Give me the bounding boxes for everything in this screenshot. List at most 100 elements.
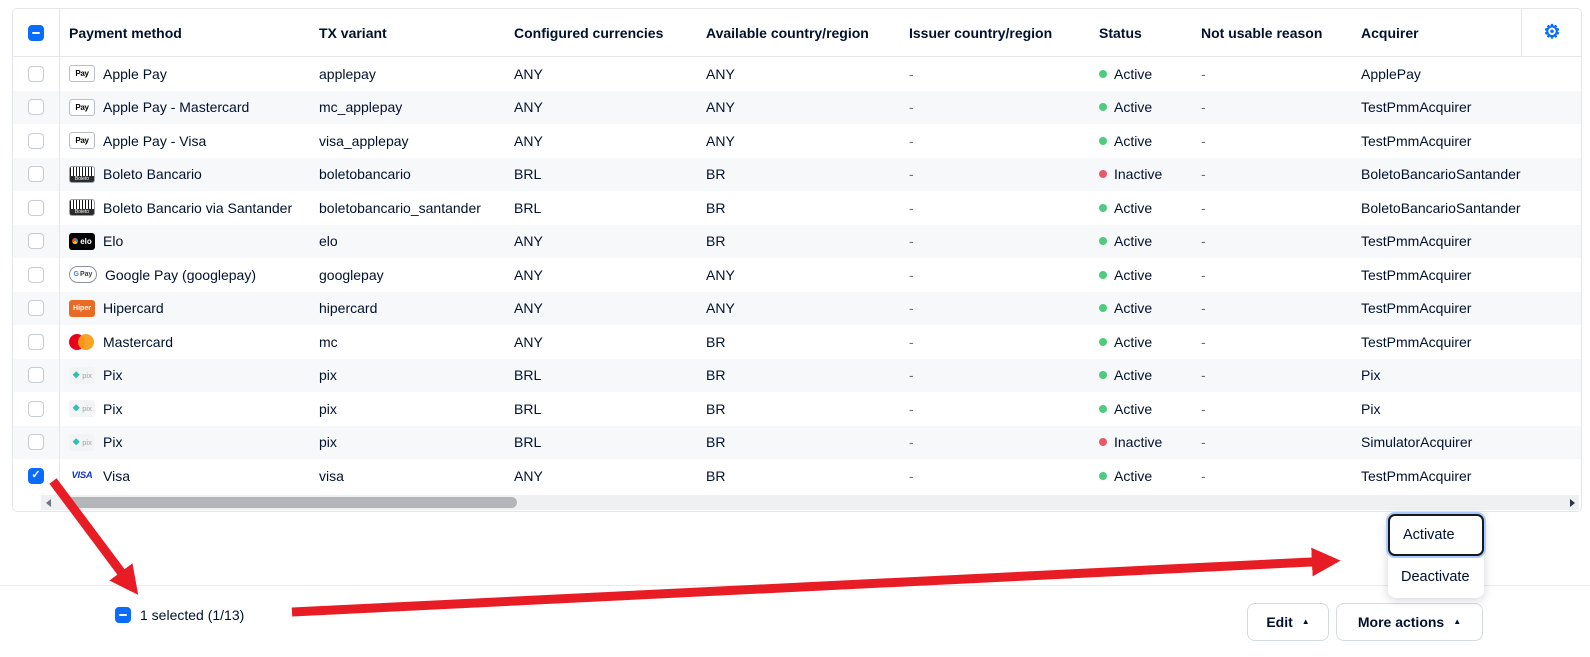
row-select-cell — [13, 359, 59, 393]
acquirer-cell: TestPmmAcquirer — [1361, 467, 1472, 484]
column-header-available_country: Available country/region — [706, 24, 869, 41]
configured-currencies-cell: ANY — [514, 467, 543, 484]
row-select-cell — [13, 225, 59, 259]
payment-method-name: Apple Pay - Mastercard — [103, 99, 250, 116]
not-usable-reason-cell: - — [1201, 266, 1206, 283]
not-usable-reason-cell: - — [1201, 233, 1206, 250]
not-usable-reason-cell: - — [1201, 367, 1206, 384]
row-checkbox[interactable] — [28, 166, 44, 183]
table-row: ❖ pix Pix pix BRL BR - Active - Pix — [13, 358, 1581, 393]
configured-currencies-cell: ANY — [514, 333, 543, 350]
scrollbar-thumb[interactable] — [67, 497, 517, 508]
menu-item-deactivate[interactable]: Deactivate — [1388, 556, 1484, 598]
row-checkbox[interactable] — [28, 199, 44, 216]
payment-method-cell: Pay Apple Pay — [59, 57, 309, 91]
issuer-country-cell: - — [909, 333, 914, 350]
acquirer-cell: TestPmmAcquirer — [1361, 132, 1472, 149]
footer-selection-checkbox[interactable] — [115, 607, 131, 623]
available-country-cell: BR — [706, 166, 726, 183]
pix-diamond-icon: ❖ — [72, 369, 81, 380]
issuer-country-cell: - — [909, 99, 914, 116]
not-usable-reason-cell: - — [1201, 132, 1206, 149]
boleto-icon: Boleto — [69, 165, 95, 183]
tx-variant-cell: applepay — [319, 65, 376, 82]
row-checkbox[interactable] — [28, 434, 44, 451]
payment-method-name: Pix — [103, 434, 123, 451]
payment-method-name: Elo — [103, 233, 124, 250]
issuer-country-cell: - — [909, 367, 914, 384]
acquirer-cell: TestPmmAcquirer — [1361, 333, 1472, 350]
not-usable-reason-cell: - — [1201, 300, 1206, 317]
payment-method-cell: Boleto Boleto Bancario — [59, 158, 309, 192]
edit-button[interactable]: Edit ▲ — [1247, 603, 1329, 641]
table-settings-gear-icon[interactable]: ⚙ — [1543, 22, 1561, 43]
acquirer-cell: TestPmmAcquirer — [1361, 233, 1472, 250]
scrollbar-left-arrow-icon[interactable] — [46, 498, 51, 507]
configured-currencies-cell: ANY — [514, 65, 543, 82]
row-checkbox[interactable] — [28, 300, 44, 317]
not-usable-reason-cell: - — [1201, 99, 1206, 116]
payment-method-name: Pix — [103, 400, 123, 417]
select-all-checkbox[interactable] — [28, 24, 44, 41]
acquirer-cell: Pix — [1361, 367, 1381, 384]
configured-currencies-cell: BRL — [514, 400, 542, 417]
row-select-cell — [13, 258, 59, 292]
chevron-up-icon: ▲ — [1453, 617, 1462, 626]
pix-icon: ❖ pix — [69, 433, 95, 451]
acquirer-cell: Pix — [1361, 400, 1381, 417]
status-dot-icon — [1099, 69, 1107, 78]
row-gear-spacer-cell — [1521, 325, 1581, 359]
row-gear-spacer-cell — [1521, 158, 1581, 192]
payment-method-cell: Mastercard — [59, 325, 309, 359]
status-cell: Active — [1089, 459, 1191, 493]
row-checkbox[interactable]: ✓ — [28, 467, 44, 484]
payment-method-name: Hipercard — [103, 300, 164, 317]
pix-icon: ❖ pix — [69, 400, 95, 418]
acquirer-cell: TestPmmAcquirer — [1361, 300, 1472, 317]
boleto-icon: Boleto — [69, 199, 95, 217]
available-country-cell: ANY — [706, 99, 735, 116]
issuer-country-cell: - — [909, 199, 914, 216]
annotation-arrow-to-activate — [291, 547, 1341, 617]
available-country-cell: ANY — [706, 266, 735, 283]
selection-summary: 1 selected (1/13) — [140, 607, 245, 623]
payment-method-name: Mastercard — [103, 333, 174, 350]
menu-item-activate[interactable]: Activate — [1388, 514, 1484, 556]
more-actions-button[interactable]: More actions ▲ — [1336, 603, 1483, 641]
row-checkbox[interactable] — [28, 333, 44, 350]
row-select-cell — [13, 57, 59, 91]
applepay-icon: Pay — [69, 132, 95, 150]
configured-currencies-cell: BRL — [514, 367, 542, 384]
row-checkbox[interactable] — [28, 65, 44, 82]
issuer-country-cell: - — [909, 233, 914, 250]
row-checkbox[interactable] — [28, 99, 44, 116]
status-dot-icon — [1099, 404, 1107, 413]
acquirer-cell: ApplePay — [1361, 65, 1421, 82]
applepay-icon: Pay — [69, 65, 95, 83]
scrollbar-right-arrow-icon[interactable] — [1570, 498, 1575, 507]
status-label: Active — [1114, 233, 1153, 250]
row-select-cell — [13, 124, 59, 158]
configured-currencies-cell: BRL — [514, 434, 542, 451]
tx-variant-cell: boletobancario — [319, 166, 411, 183]
tx-variant-cell: pix — [319, 367, 337, 384]
tx-variant-cell: hipercard — [319, 300, 378, 317]
issuer-country-cell: - — [909, 166, 914, 183]
column-header-payment_method: Payment method — [69, 24, 182, 41]
horizontal-scrollbar[interactable] — [41, 495, 1579, 510]
edit-button-label: Edit — [1266, 614, 1293, 630]
payment-method-cell: Boleto Boleto Bancario via Santander — [59, 191, 309, 225]
payment-method-cell: Pay Apple Pay - Mastercard — [59, 91, 309, 125]
row-checkbox[interactable] — [28, 367, 44, 384]
row-checkbox[interactable] — [28, 400, 44, 417]
row-checkbox[interactable] — [28, 132, 44, 149]
hiper-icon: Hiper — [69, 299, 95, 317]
status-cell: Active — [1089, 191, 1191, 225]
available-country-cell: ANY — [706, 65, 735, 82]
row-checkbox[interactable] — [28, 233, 44, 250]
available-country-cell: BR — [706, 367, 726, 384]
row-checkbox[interactable] — [28, 266, 44, 283]
status-dot-icon — [1099, 471, 1107, 480]
row-gear-spacer-cell — [1521, 91, 1581, 125]
